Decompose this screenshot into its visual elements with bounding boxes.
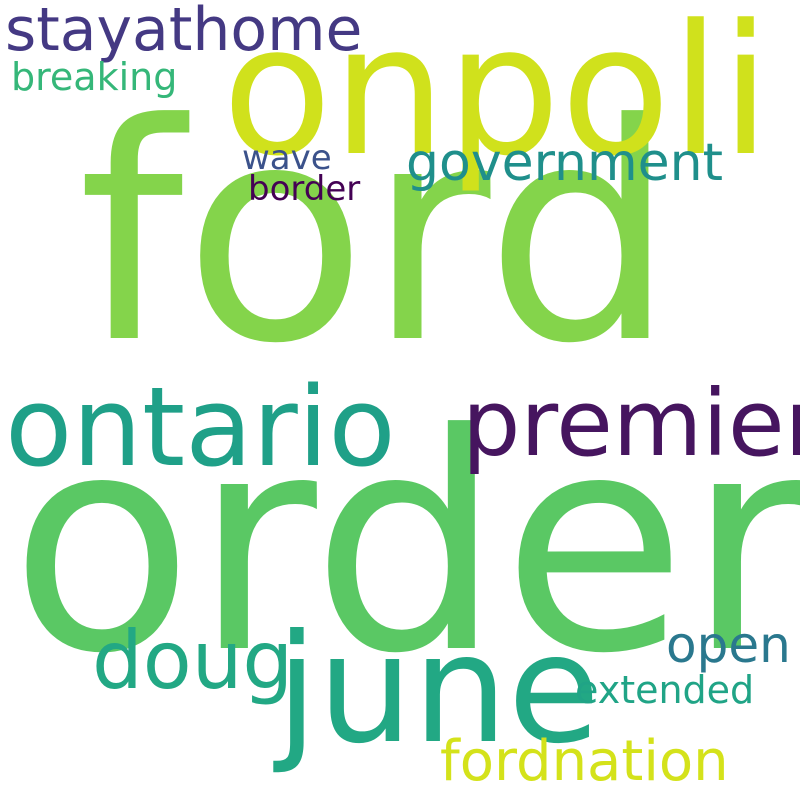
word-border: border [248, 169, 361, 209]
word-wave: wave [242, 138, 332, 178]
word-doug: doug [92, 614, 294, 707]
word-june: june [276, 603, 601, 777]
word-extended: extended [575, 668, 755, 712]
word-onpoli: onpoli [222, 0, 771, 196]
word-ontario: ontario [5, 363, 396, 491]
word-premier: premier [462, 370, 800, 477]
word-order: order [10, 370, 800, 719]
word-breaking: breaking [11, 55, 178, 99]
word-fordnation: fordnation [440, 729, 729, 794]
word-government: government [406, 133, 724, 193]
word-ford: ford [78, 60, 676, 409]
word-open: open [666, 616, 791, 674]
word-stayathome: stayathome [5, 0, 363, 65]
